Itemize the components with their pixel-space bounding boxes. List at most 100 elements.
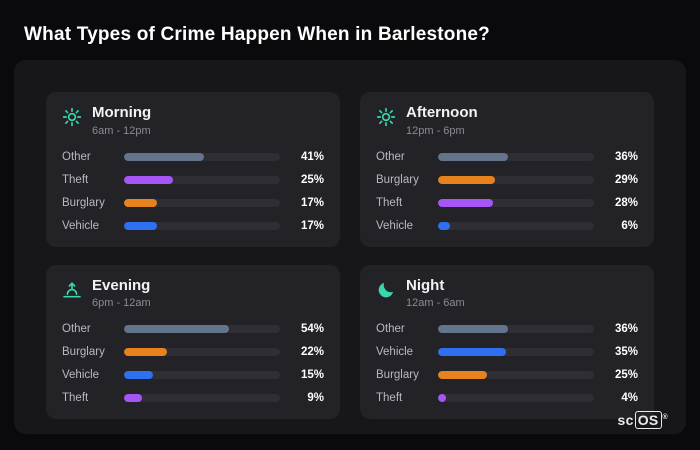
card-subtitle: 6am - 12pm — [92, 124, 151, 137]
category-label: Vehicle — [62, 219, 100, 232]
bar-fill — [124, 371, 154, 379]
category-label: Burglary — [62, 196, 105, 209]
bar-track — [124, 198, 280, 207]
time-period-card: Evening 6pm - 12am Other 54% Burglary 22… — [46, 264, 340, 419]
crime-row: Theft 28% — [376, 196, 638, 210]
percent-label: 6% — [621, 219, 638, 232]
category-label: Theft — [62, 392, 89, 404]
crime-row: Theft 25% — [62, 173, 324, 187]
brand-logo: sc OS ® — [618, 411, 668, 429]
category-label: Theft — [376, 196, 403, 209]
crime-row: Burglary 17% — [62, 196, 324, 210]
bar-fill — [124, 348, 167, 356]
bar-fill — [124, 152, 204, 161]
card-subtitle: 12pm - 6pm — [406, 124, 465, 137]
category-label: Other — [376, 150, 405, 163]
card-subtitle: 12am - 6am — [406, 297, 465, 309]
card-title: Night — [406, 276, 445, 294]
bar-track — [124, 175, 280, 184]
card-header-text: Afternoon 12pm - 6pm — [406, 104, 478, 137]
bar-rows: Other 54% Burglary 22% Vehicle 15% Theft… — [62, 322, 324, 405]
crime-row: Theft 4% — [376, 391, 638, 405]
crime-row: Other 36% — [376, 322, 638, 336]
bar-track — [124, 152, 280, 161]
category-label: Theft — [62, 173, 89, 186]
bar-track — [124, 371, 280, 379]
bar-rows: Other 36% Vehicle 35% Burglary 25% Theft… — [376, 322, 638, 405]
card-header: Evening 6pm - 12am — [62, 277, 324, 309]
bar-track — [438, 198, 594, 207]
moon-icon — [376, 280, 396, 300]
bar-fill — [438, 348, 507, 356]
page-title: What Types of Crime Happen When in Barle… — [24, 24, 490, 45]
percent-label: 41% — [300, 150, 324, 163]
bar-fill — [124, 394, 142, 402]
bar-fill — [124, 221, 158, 230]
percent-label: 29% — [614, 173, 638, 186]
crime-row: Other 41% — [62, 150, 324, 164]
bar-fill — [438, 198, 493, 207]
bar-rows: Other 41% Theft 25% Burglary 17% Vehicle… — [62, 150, 324, 233]
bar-track — [438, 394, 594, 402]
bar-track — [124, 221, 280, 230]
crime-row: Burglary 29% — [376, 173, 638, 187]
card-header: Morning 6am - 12pm — [62, 104, 324, 137]
card-header: Night 12am - 6am — [376, 276, 638, 309]
card-subtitle: 6pm - 12am — [92, 297, 151, 309]
category-label: Burglary — [376, 173, 419, 186]
bar-track — [438, 348, 594, 356]
crime-row: Theft 9% — [62, 391, 324, 405]
bar-track — [124, 394, 280, 402]
cards-grid: Morning 6am - 12pm Other 41% Theft 25% B… — [46, 92, 654, 419]
crime-row: Vehicle 17% — [62, 219, 324, 233]
card-title: Afternoon — [406, 104, 478, 121]
crime-row: Vehicle 15% — [62, 368, 324, 382]
bar-fill — [438, 221, 450, 230]
crime-row: Vehicle 35% — [376, 345, 638, 359]
percent-label: 25% — [300, 173, 324, 186]
bar-track — [438, 175, 594, 184]
card-header-text: Evening 6pm - 12am — [92, 277, 151, 309]
card-header-text: Night 12am - 6am — [406, 276, 465, 309]
percent-label: 9% — [307, 392, 324, 404]
bar-fill — [438, 152, 509, 161]
crime-row: Other 54% — [62, 322, 324, 336]
crime-row: Burglary 25% — [376, 368, 638, 382]
crime-row: Burglary 22% — [62, 345, 324, 359]
category-label: Other — [62, 323, 91, 335]
time-period-card: Morning 6am - 12pm Other 41% Theft 25% B… — [46, 92, 340, 247]
category-label: Vehicle — [376, 219, 414, 232]
percent-label: 17% — [300, 196, 324, 209]
bar-fill — [438, 371, 487, 379]
bar-track — [438, 371, 594, 379]
bar-fill — [438, 325, 509, 333]
category-label: Vehicle — [376, 346, 414, 358]
card-title: Morning — [92, 104, 152, 121]
bar-track — [124, 325, 280, 333]
brand-suffix: OS — [634, 411, 662, 429]
registered-mark: ® — [662, 414, 668, 422]
time-period-card: Night 12am - 6am Other 36% Vehicle 35% B… — [360, 264, 654, 419]
category-label: Vehicle — [62, 369, 100, 381]
crime-row: Vehicle 6% — [376, 219, 638, 233]
category-label: Other — [376, 323, 405, 335]
bar-track — [438, 325, 594, 333]
sun-icon — [62, 107, 82, 127]
bar-fill — [438, 394, 446, 402]
sun-icon — [376, 107, 396, 127]
card-header: Afternoon 12pm - 6pm — [376, 104, 638, 137]
percent-label: 17% — [300, 219, 324, 232]
percent-label: 54% — [300, 323, 324, 335]
bar-track — [438, 152, 594, 161]
category-label: Burglary — [62, 346, 105, 358]
category-label: Other — [62, 150, 91, 163]
bar-track — [438, 221, 594, 230]
bar-fill — [124, 325, 230, 333]
bar-rows: Other 36% Burglary 29% Theft 28% Vehicle… — [376, 150, 638, 233]
bar-fill — [124, 175, 173, 184]
bar-fill — [438, 175, 495, 184]
percent-label: 28% — [614, 196, 638, 209]
percent-label: 36% — [614, 323, 638, 335]
percent-label: 36% — [614, 150, 638, 163]
category-label: Theft — [376, 392, 403, 404]
